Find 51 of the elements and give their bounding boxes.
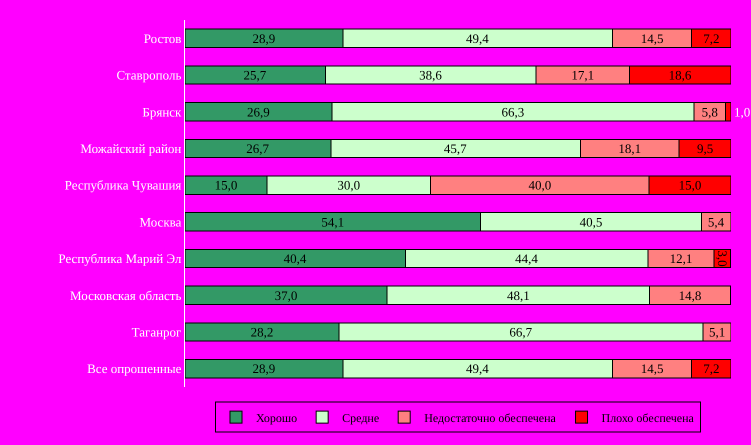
data-label: 9,5 bbox=[696, 140, 714, 156]
data-label: 28,2 bbox=[250, 324, 274, 340]
y-tick-label: Москва bbox=[140, 214, 182, 230]
data-label: 17,1 bbox=[571, 68, 594, 83]
data-label: 38,6 bbox=[419, 68, 442, 83]
data-label: 49,4 bbox=[466, 30, 490, 46]
data-label: 5,1 bbox=[708, 324, 726, 340]
y-tick-label: Республика Чувашия bbox=[64, 178, 182, 193]
data-label: 66,3 bbox=[501, 104, 524, 120]
legend-label: Хорошо bbox=[256, 410, 298, 425]
y-tick-label: Таганрог bbox=[132, 324, 182, 340]
y-tick-label: Ставрополь bbox=[116, 68, 182, 83]
data-label: 1,0 bbox=[734, 104, 750, 120]
data-label: 48,1 bbox=[506, 288, 530, 303]
data-label: 18,1 bbox=[618, 140, 642, 156]
y-tick-label: Московская область bbox=[70, 288, 182, 303]
data-label: 44,4 bbox=[515, 251, 538, 266]
data-label: 14,5 bbox=[640, 30, 664, 46]
legend-label: Средне bbox=[342, 410, 380, 425]
y-tick-label: Ростов bbox=[144, 30, 182, 46]
data-label: 45,7 bbox=[444, 140, 468, 156]
legend-label: Плохо обеспечена bbox=[602, 410, 695, 425]
data-label: 7,2 bbox=[703, 361, 720, 376]
data-label: 37,0 bbox=[274, 288, 298, 303]
data-label: 12,1 bbox=[670, 251, 692, 266]
data-label: 30,0 bbox=[337, 178, 360, 193]
data-label: 5,4 bbox=[708, 214, 725, 230]
y-tick-label: Брянск bbox=[142, 104, 182, 120]
data-label: 7,2 bbox=[703, 30, 720, 46]
data-label: 14,8 bbox=[678, 288, 702, 303]
data-label: 54,1 bbox=[321, 214, 344, 230]
data-label: 40,0 bbox=[528, 178, 552, 193]
data-label: 66,7 bbox=[509, 324, 533, 340]
y-tick-label: Все опрошенные bbox=[87, 361, 182, 376]
data-label: 25,7 bbox=[244, 68, 267, 83]
data-label: 26,9 bbox=[247, 104, 270, 120]
data-label: 26,7 bbox=[246, 140, 270, 156]
data-label: 5,8 bbox=[702, 104, 718, 120]
y-tick-label: Можайский район bbox=[80, 141, 182, 156]
data-label: 40,5 bbox=[580, 214, 602, 230]
data-label: 15,0 bbox=[214, 178, 238, 193]
y-tick-label: Республика Марий Эл bbox=[58, 251, 182, 266]
data-label: 49,4 bbox=[466, 361, 490, 376]
data-label: 40,4 bbox=[284, 251, 307, 266]
data-label: 28,9 bbox=[252, 361, 276, 376]
data-label: 3,0 bbox=[714, 250, 730, 267]
data-label: 18,6 bbox=[668, 68, 692, 83]
legend-label: Недостаточно обеспечена bbox=[424, 410, 557, 425]
data-label: 14,5 bbox=[640, 361, 664, 376]
data-label: 28,9 bbox=[252, 30, 276, 46]
data-label: 15,0 bbox=[678, 178, 702, 193]
